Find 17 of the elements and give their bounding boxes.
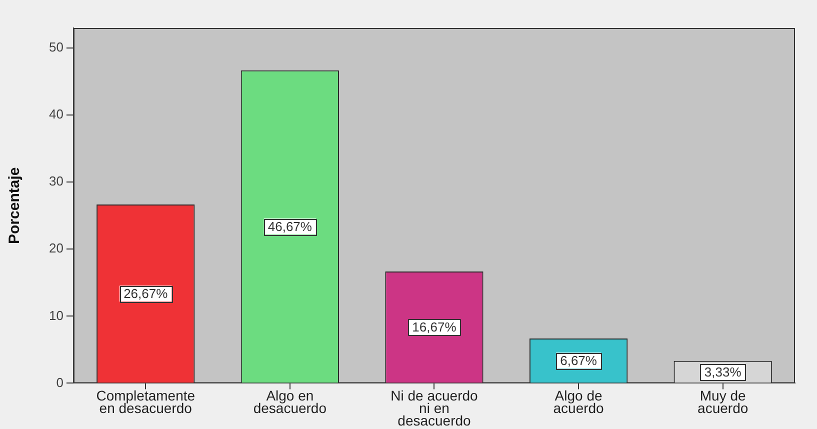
y-tick-label: 50 [48,40,64,55]
y-tick-label: 30 [48,174,64,189]
x-tick-label: Ni de acuerdo ni en desacuerdo [390,387,478,429]
x-tick-label: Completamente en desacuerdo [96,387,196,416]
y-tick-label: 10 [48,308,64,323]
data-label: 46,67% [268,219,312,234]
data-label: 6,67% [560,353,598,368]
x-tick-label: Muy de acuerdo [698,387,748,416]
y-tick-label: 0 [56,374,64,390]
data-label: 26,67% [124,286,168,302]
y-tick-label: 20 [48,240,64,256]
y-tick-label: 40 [48,106,64,122]
data-label: 3,33% [704,364,742,380]
x-tick-label: Algo de acuerdo [553,387,604,416]
y-axis-title: Porcentaje [6,167,24,244]
x-tick-label: Algo en desacuerdo [253,387,327,416]
data-label: 16,67% [412,320,457,335]
